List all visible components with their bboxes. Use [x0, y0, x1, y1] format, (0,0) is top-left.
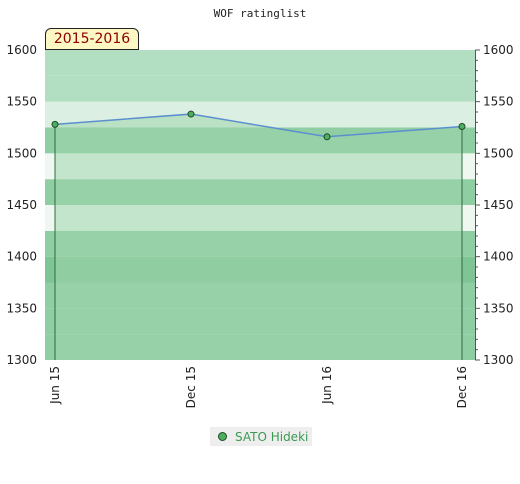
y-tick-label-right: 1500 [483, 146, 514, 160]
y-tick-label-left: 1450 [6, 198, 37, 212]
chart-title: WOF ratinglist [214, 7, 307, 20]
y-tick-label-right: 1300 [483, 353, 514, 367]
y-tick-label-right: 1400 [483, 250, 514, 264]
x-tick-label: Dec 16 [455, 366, 469, 408]
y-tick-label-left: 1300 [6, 353, 37, 367]
y-axis-right: 1300 1350 1400 1450 1500 1550 1600 [475, 43, 514, 367]
x-tick-label: Jun 15 [48, 366, 62, 405]
x-axis: Jun 15 Dec 15 Jun 16 Dec 16 [48, 366, 469, 408]
data-point [458, 122, 466, 130]
data-point [187, 110, 195, 118]
y-axis-left: 1300 1350 1400 1450 1500 1550 1600 [6, 43, 37, 367]
data-point [323, 133, 331, 141]
legend[interactable]: SATO Hideki [210, 427, 312, 446]
y-tick-label-left: 1500 [6, 146, 37, 160]
series-line [54, 113, 463, 138]
y-tick-label-left: 1350 [6, 301, 37, 315]
series-area [55, 114, 462, 360]
y-tick-label-left: 1600 [6, 43, 37, 57]
period-label: 2015-2016 [45, 28, 139, 50]
y-tick-label-left: 1400 [6, 250, 37, 264]
y-tick-label-right: 1350 [483, 301, 514, 315]
area-layer [54, 113, 463, 360]
x-tick-label: Dec 15 [184, 366, 198, 408]
legend-series-label: SATO Hideki [235, 429, 309, 444]
y-tick-label-left: 1550 [6, 95, 37, 109]
drop-lines [54, 124, 463, 360]
legend-marker-icon [218, 432, 227, 441]
y-tick-label-right: 1600 [483, 43, 514, 57]
y-tick-label-right: 1550 [483, 95, 514, 109]
x-tick-label: Jun 16 [320, 366, 334, 405]
rating-band [45, 75, 475, 102]
data-point [51, 120, 59, 128]
data-markers [51, 110, 466, 141]
rating-band [45, 50, 475, 76]
y-tick-label-right: 1450 [483, 198, 514, 212]
